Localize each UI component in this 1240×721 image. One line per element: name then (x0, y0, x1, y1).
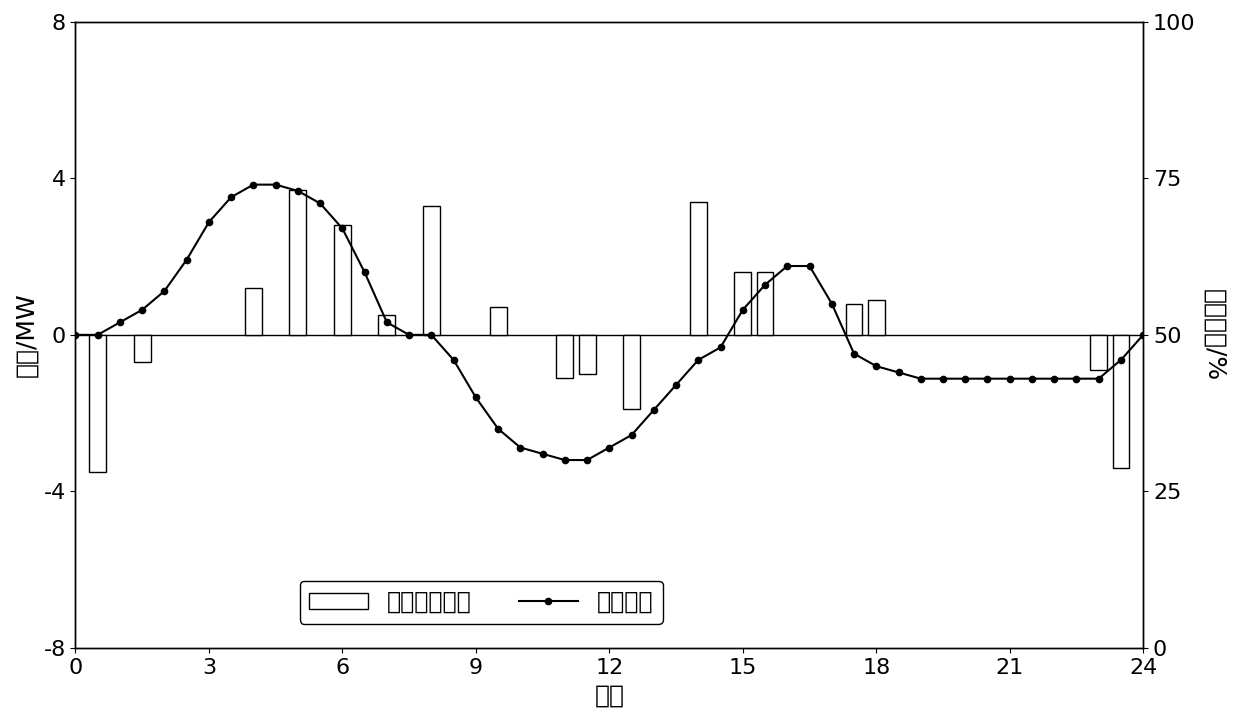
Legend: 储热设备功率, 储热容量: 储热设备功率, 储热容量 (300, 580, 662, 624)
Bar (756, 273, 774, 335)
Bar (378, 315, 396, 335)
Bar (289, 190, 306, 335)
Bar (134, 335, 150, 362)
Y-axis label: 储热容量/%: 储热容量/% (1202, 289, 1226, 381)
Bar (423, 205, 440, 335)
Bar (846, 304, 863, 335)
X-axis label: 时刻: 时刻 (594, 683, 624, 707)
Bar (557, 335, 573, 378)
Y-axis label: 功率/MW: 功率/MW (14, 293, 38, 377)
Bar (1112, 335, 1130, 468)
Bar (689, 202, 707, 335)
Bar (579, 335, 595, 374)
Bar (868, 300, 884, 335)
Bar (246, 288, 262, 335)
Bar (624, 335, 640, 410)
Bar (490, 307, 506, 335)
Bar (334, 226, 351, 335)
Bar (89, 335, 107, 472)
Bar (1090, 335, 1107, 370)
Bar (734, 273, 751, 335)
